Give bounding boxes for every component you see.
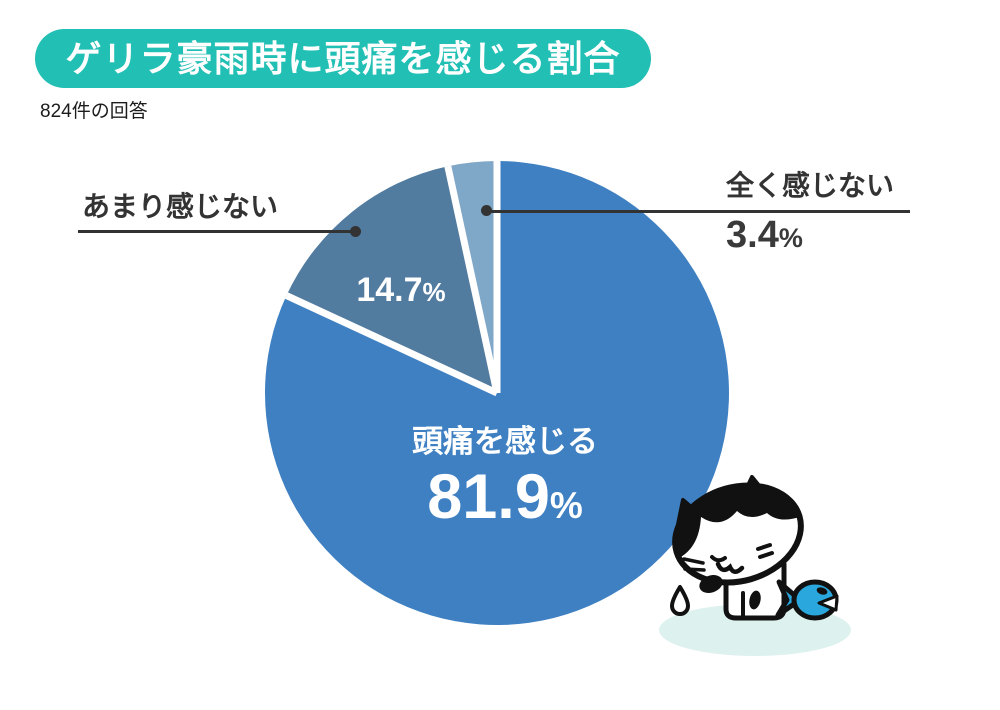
percent-sign: % xyxy=(778,223,803,253)
slice-label-headache: 頭痛を感じる 81.9% xyxy=(335,424,675,529)
fish-eye xyxy=(816,587,828,595)
page-title: ゲリラ豪雨時に頭痛を感じる割合 xyxy=(65,37,621,79)
cat-head-patch xyxy=(663,471,813,563)
slice-name-not-much: あまり感じない xyxy=(82,191,279,222)
leader-line-right xyxy=(486,210,910,213)
cat-body-spot xyxy=(749,590,761,610)
cat-eye-left xyxy=(710,555,727,563)
slice-name-headache: 頭痛を感じる xyxy=(412,424,598,459)
slice-value-headache: 81.9% xyxy=(335,465,675,529)
tear-drop-icon xyxy=(670,585,690,616)
percent-sign: % xyxy=(549,484,583,526)
slice-separator xyxy=(444,165,501,394)
slice-value-not-much: 14.7 xyxy=(356,271,423,309)
leader-dot-right xyxy=(481,205,492,216)
response-count: 824件の回答 xyxy=(40,101,148,122)
pie-chart xyxy=(264,161,729,625)
leader-line-left xyxy=(78,230,356,233)
cat-head xyxy=(663,471,813,593)
cat-paw xyxy=(699,575,723,593)
fish-mouth xyxy=(817,594,839,612)
slice-value-number: 3.4 xyxy=(726,214,779,256)
slice-value-number: 81.9 xyxy=(427,461,550,532)
title-banner: ゲリラ豪雨時に頭痛を感じる割合 xyxy=(35,29,651,88)
fish-icon xyxy=(775,579,839,621)
wedge-not-much xyxy=(286,166,497,393)
cat-illustration xyxy=(659,471,851,656)
slice-value-not-at-all: 3.4% xyxy=(726,216,803,254)
slice-name-not-at-all: 全く感じない xyxy=(726,170,895,201)
cat-whiskers xyxy=(682,557,706,572)
slice-separator xyxy=(284,292,499,397)
percent-sign: % xyxy=(422,277,446,307)
leader-dot-left xyxy=(350,226,361,237)
cat-eye-right xyxy=(756,543,774,559)
cat-mouth xyxy=(715,561,745,574)
slice-label-not-much: 14.7% xyxy=(321,271,481,309)
